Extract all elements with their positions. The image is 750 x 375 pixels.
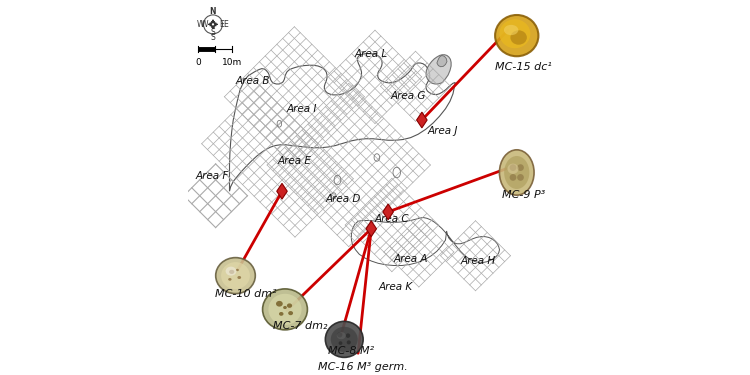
Ellipse shape xyxy=(339,341,342,345)
Ellipse shape xyxy=(276,301,283,307)
Ellipse shape xyxy=(337,332,346,339)
Text: Area F: Area F xyxy=(195,171,229,181)
Text: Area G: Area G xyxy=(390,91,426,101)
Text: E: E xyxy=(219,20,224,29)
Text: MC-16 M³ germ.: MC-16 M³ germ. xyxy=(318,363,408,372)
Text: Area H: Area H xyxy=(460,256,496,266)
Text: MC-10 dm²: MC-10 dm² xyxy=(214,290,277,299)
Ellipse shape xyxy=(331,327,358,352)
Ellipse shape xyxy=(237,276,242,279)
Circle shape xyxy=(510,174,516,181)
Text: Area I: Area I xyxy=(286,104,317,114)
Ellipse shape xyxy=(216,258,255,294)
Text: MC-8 M²: MC-8 M² xyxy=(328,346,374,355)
Text: S: S xyxy=(211,33,215,42)
Text: W: W xyxy=(196,20,204,29)
Polygon shape xyxy=(382,204,393,220)
Circle shape xyxy=(510,164,516,171)
Circle shape xyxy=(518,164,524,171)
Ellipse shape xyxy=(338,332,342,338)
Text: 0: 0 xyxy=(195,58,201,67)
Text: MC-7 dm₂: MC-7 dm₂ xyxy=(273,321,327,331)
Ellipse shape xyxy=(495,15,538,56)
Ellipse shape xyxy=(230,270,234,274)
Ellipse shape xyxy=(228,278,232,281)
Ellipse shape xyxy=(236,269,238,271)
Polygon shape xyxy=(426,55,451,84)
Text: Area A: Area A xyxy=(393,254,427,264)
Circle shape xyxy=(518,174,524,181)
Ellipse shape xyxy=(346,340,351,344)
Ellipse shape xyxy=(500,19,530,48)
Ellipse shape xyxy=(346,333,350,338)
Ellipse shape xyxy=(500,150,534,195)
Ellipse shape xyxy=(504,25,518,35)
Text: MC-9 P³: MC-9 P³ xyxy=(502,190,544,200)
Ellipse shape xyxy=(279,312,284,316)
Text: Area J: Area J xyxy=(427,126,458,136)
Text: 10m: 10m xyxy=(222,58,242,67)
Circle shape xyxy=(203,15,223,34)
Polygon shape xyxy=(417,112,428,128)
Polygon shape xyxy=(277,183,287,199)
Text: N: N xyxy=(210,7,216,16)
Ellipse shape xyxy=(508,164,518,174)
Text: Area K: Area K xyxy=(379,282,412,292)
Text: S: S xyxy=(211,28,215,37)
Ellipse shape xyxy=(504,156,530,189)
Polygon shape xyxy=(436,56,447,67)
Text: MC-15 dc¹: MC-15 dc¹ xyxy=(495,63,551,72)
Ellipse shape xyxy=(262,289,308,330)
Ellipse shape xyxy=(288,311,293,315)
Text: Area E: Area E xyxy=(278,156,311,166)
Text: Area D: Area D xyxy=(326,194,361,204)
Ellipse shape xyxy=(268,294,302,325)
Text: Area L: Area L xyxy=(355,50,388,59)
Ellipse shape xyxy=(226,267,236,276)
Ellipse shape xyxy=(284,306,286,309)
Ellipse shape xyxy=(326,321,363,357)
Text: Area B: Area B xyxy=(236,76,270,86)
Polygon shape xyxy=(366,221,376,237)
Ellipse shape xyxy=(221,262,250,289)
Text: Area C: Area C xyxy=(374,214,410,224)
Text: W: W xyxy=(201,20,208,29)
Ellipse shape xyxy=(286,303,292,308)
Text: E: E xyxy=(224,20,228,29)
Ellipse shape xyxy=(510,30,526,45)
